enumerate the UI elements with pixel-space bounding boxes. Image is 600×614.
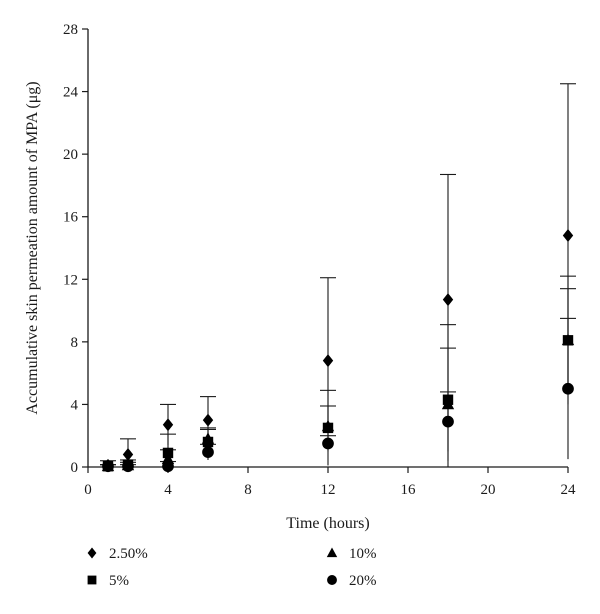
data-point-circle [122,460,134,473]
y-tick-label: 24 [63,85,79,101]
data-point-circle [562,382,574,395]
y-tick-label: 4 [71,397,79,413]
x-tick-label: 20 [481,482,496,498]
legend-item: 5% [87,573,129,589]
x-tick-label: 16 [401,482,417,498]
data-point-circle [322,437,334,450]
x-tick-label: 0 [84,482,92,498]
y-tick-label: 8 [71,335,79,351]
legend-label: 20% [349,573,377,589]
data-markers [101,228,575,473]
data-point-diamond [202,413,214,427]
legend-marker-square [87,575,97,585]
data-point-circle [102,460,114,473]
data-point-diamond [322,354,334,368]
y-tick-label: 16 [63,210,79,226]
x-tick-label: 4 [164,482,172,498]
data-point-circle [202,446,214,458]
x-tick-label: 24 [561,482,577,498]
legend: 2.50% 5% 10% 20% [87,546,377,589]
x-axis-label: Time (hours) [286,515,369,532]
y-tick-label: 20 [63,147,78,163]
data-point-triangle [561,333,575,346]
data-point-diamond [162,418,174,432]
legend-item: 20% [327,573,377,589]
data-point-triangle [441,397,455,410]
legend-item: 10% [326,546,377,562]
y-tick-label: 12 [63,272,78,288]
data-point-diamond [442,293,454,307]
data-point-circle [442,415,454,428]
x-tick-label: 8 [244,482,252,498]
y-tick-label: 28 [63,22,78,38]
data-point-triangle [321,419,335,432]
legend-marker-triangle [326,547,338,558]
error-bars [100,83,576,467]
x-tick-label: 12 [321,482,336,498]
axes: 0 4 8 12 16 20 24 0 4 8 12 16 20 24 28 [63,22,576,498]
data-point-triangle [161,452,175,465]
legend-marker-circle [327,575,337,585]
data-point-circle [162,460,174,473]
legend-label: 2.50% [109,546,148,562]
data-point-triangle [201,432,215,444]
y-axis-label: Accumulative skin permeation amount of M… [24,81,41,414]
legend-label: 10% [349,546,377,562]
legend-marker-diamond [87,547,97,559]
data-point-diamond [562,228,574,242]
data-point-diamond [122,447,134,461]
legend-label: 5% [109,573,129,589]
legend-item: 2.50% [87,546,148,562]
y-tick-label: 0 [71,460,79,476]
